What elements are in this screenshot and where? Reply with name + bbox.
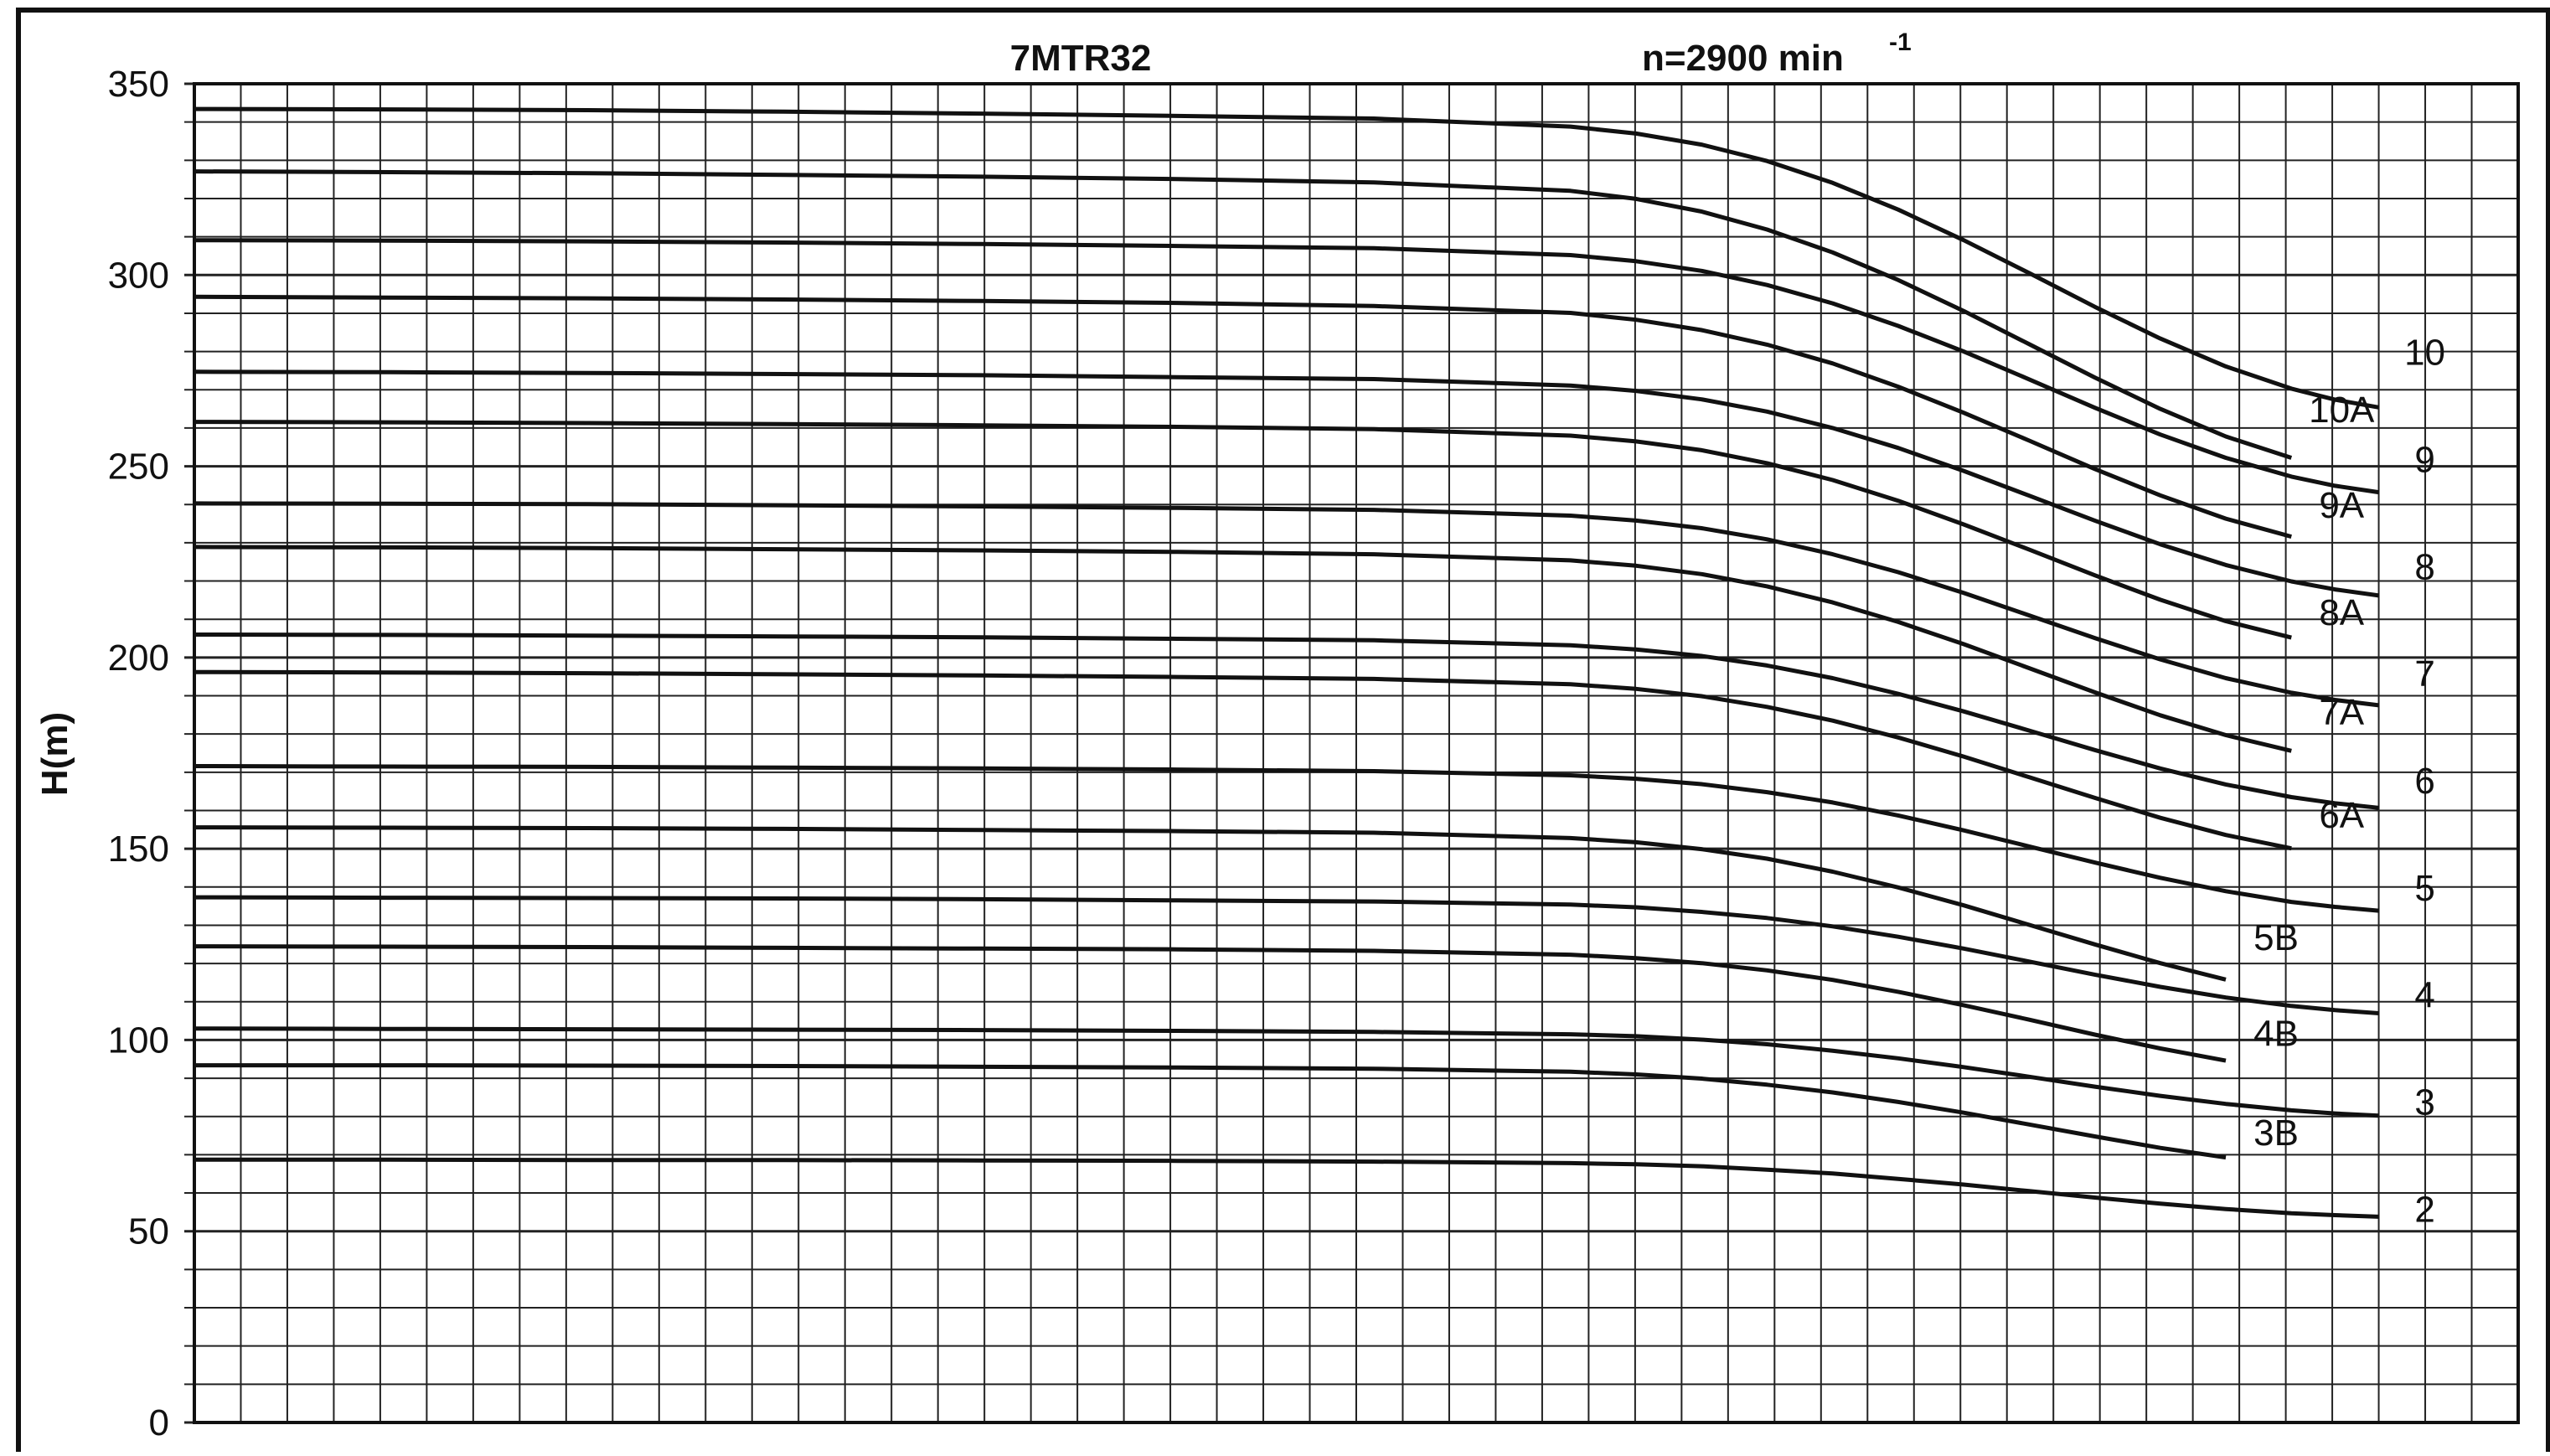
curve-10a	[194, 169, 2293, 460]
curve-label-5: 5	[2414, 868, 2434, 909]
y-axis-title: H(m)	[34, 712, 75, 796]
curve-label-4b: 4B	[2253, 1013, 2299, 1054]
curve-label-4: 4	[2414, 975, 2434, 1016]
curve-label-3: 3	[2414, 1082, 2434, 1123]
y-tick-label: 350	[108, 64, 169, 105]
curve-label-9: 9	[2414, 439, 2434, 480]
y-tick-label: 300	[108, 255, 169, 296]
curve-label-9a: 9A	[2319, 485, 2364, 526]
curve-8a	[194, 420, 2292, 640]
curve-10	[194, 106, 2380, 410]
curve-2	[194, 1157, 2379, 1219]
curve-label-5b: 5B	[2253, 917, 2299, 958]
y-axis: 0 50 100 150 200 250 300 350	[108, 64, 169, 1443]
curve-4b	[194, 944, 2227, 1063]
curve-label-10a: 10A	[2309, 390, 2375, 431]
curve-3b	[194, 1063, 2227, 1160]
curves	[194, 106, 2380, 1219]
curve-label-7: 7	[2414, 653, 2434, 694]
curve-5	[194, 764, 2379, 913]
curve-7	[194, 501, 2379, 708]
curve-8	[194, 369, 2379, 598]
curve-3	[194, 1026, 2379, 1118]
curve-5b	[194, 825, 2227, 982]
curve-label-7a: 7A	[2319, 692, 2364, 733]
curve-6a	[194, 669, 2292, 851]
chart-frame	[16, 8, 2550, 1456]
speed-exponent: -1	[1889, 28, 1912, 56]
y-tick-label: 200	[108, 638, 169, 679]
y-tick-label: 150	[108, 829, 169, 870]
curve-4	[194, 895, 2379, 1015]
curve-9a	[194, 294, 2292, 540]
curve-label-3b: 3B	[2253, 1113, 2299, 1154]
curve-7a	[194, 545, 2292, 753]
curve-label-2: 2	[2414, 1189, 2434, 1230]
curve-labels: 10 10A 9 9A 8 8A 7 7A 6 6A 5 5B 4 4B 3 3B 2	[2253, 333, 2445, 1231]
grid	[184, 82, 2520, 1424]
y-tick-label: 0	[149, 1402, 169, 1443]
y-tick-label: 250	[108, 447, 169, 488]
curve-label-6: 6	[2414, 761, 2434, 802]
curve-label-10: 10	[2404, 333, 2445, 374]
curve-label-8: 8	[2414, 546, 2434, 587]
speed-label: n=2900 min	[1642, 38, 1844, 79]
y-tick-label: 100	[108, 1020, 169, 1061]
chart-title: 7MTR32	[1010, 38, 1152, 79]
curve-label-8a: 8A	[2319, 592, 2364, 633]
curve-label-6a: 6A	[2319, 795, 2364, 836]
curve-6	[194, 632, 2379, 810]
curve-9	[194, 238, 2379, 495]
y-tick-label: 50	[128, 1211, 169, 1252]
plot-border	[193, 82, 2520, 1424]
